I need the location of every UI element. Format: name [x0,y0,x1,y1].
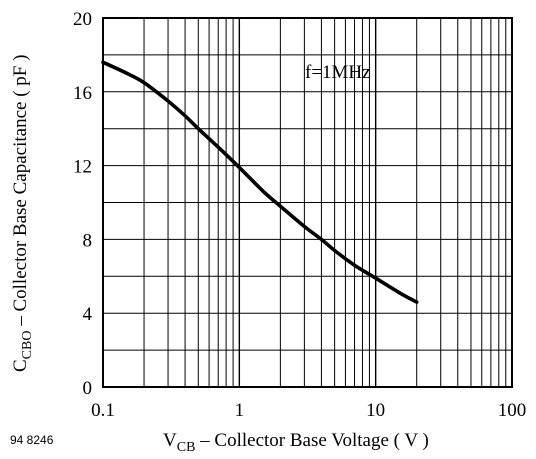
y-tick-label: 20 [73,9,92,30]
y-axis-label-main: C [10,359,31,372]
y-tick-label: 12 [73,157,92,178]
y-tick-label: 16 [73,83,92,104]
x-tick-label: 100 [498,400,527,421]
y-tick-label: 0 [83,378,93,399]
x-axis-label: VCB – Collector Base Voltage ( V ) [163,430,429,455]
x-tick-label: 0.1 [91,400,115,421]
grid-lines [103,18,512,387]
x-tick-label: 10 [366,400,385,421]
y-axis-label: CCBO – Collector Base Capacitance ( pF ) [10,55,35,372]
x-axis-label-sub: CB [177,440,196,455]
x-axis-label-main: V [163,430,177,451]
y-axis-label-rest: – Collector Base Capacitance ( pF ) [10,55,31,331]
figure-id: 94 8246 [10,433,54,447]
x-tick-label: 1 [235,400,245,421]
x-axis-label-rest: – Collector Base Voltage ( V ) [195,430,428,451]
x-tick-labels: 0.1 1 10 100 [91,400,526,421]
y-tick-labels: 0 4 8 12 16 20 [73,9,93,399]
series-line [101,60,419,304]
annotation-label: f=1MHz [305,62,371,83]
y-axis-label-sub: CBO [20,331,35,360]
y-tick-label: 8 [83,230,93,251]
plot-frame [102,17,513,388]
y-tick-label: 4 [83,304,93,325]
